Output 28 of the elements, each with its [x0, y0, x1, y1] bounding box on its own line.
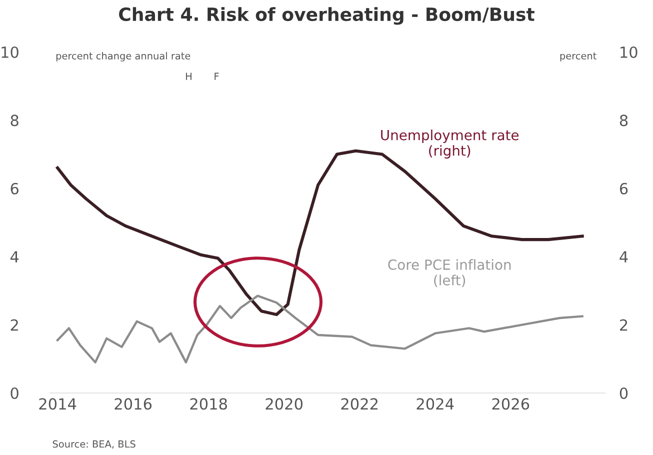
y-tick-label: 8	[10, 114, 18, 126]
y2-axis-title: percent	[560, 52, 596, 62]
y-tick-label: 0	[10, 387, 18, 400]
y2-tick-label: 10	[620, 46, 638, 58]
y2-tick-label: 6	[620, 182, 628, 194]
x-tick-label: 2020	[266, 398, 303, 410]
text: Core PCE inflation (left)	[388, 259, 511, 288]
y2-tick-label: 0	[620, 387, 628, 400]
annotation: F	[214, 72, 219, 80]
y-axis-title: percent change annual rate	[56, 52, 190, 62]
x-tick-label: 2024	[416, 398, 454, 410]
x-tick-label: 2014	[39, 398, 76, 410]
x-tick-label: 2018	[190, 398, 227, 410]
annotation: H	[186, 72, 192, 80]
x-tick-label: 2022	[341, 398, 378, 410]
y-tick-label: 2	[10, 319, 18, 331]
y2-tick-label: 2	[620, 319, 628, 331]
chart-title: Chart 4. Risk of overheating - Boom/Bust	[119, 7, 534, 25]
x-tick-label: 2016	[114, 398, 152, 410]
y-tick-label: 4	[10, 251, 19, 262]
y-tick-label: 10	[2, 46, 18, 58]
line-series	[56, 294, 584, 364]
source-note: Source: BEA, BLS	[52, 440, 136, 449]
y2-tick-label: 8	[620, 114, 628, 126]
y2-tick-label: 4	[620, 251, 628, 262]
x-tick-label: 2026	[492, 398, 530, 410]
series-label: Unemployment rate (right)	[381, 130, 519, 159]
y-tick-label: 6	[10, 182, 18, 194]
